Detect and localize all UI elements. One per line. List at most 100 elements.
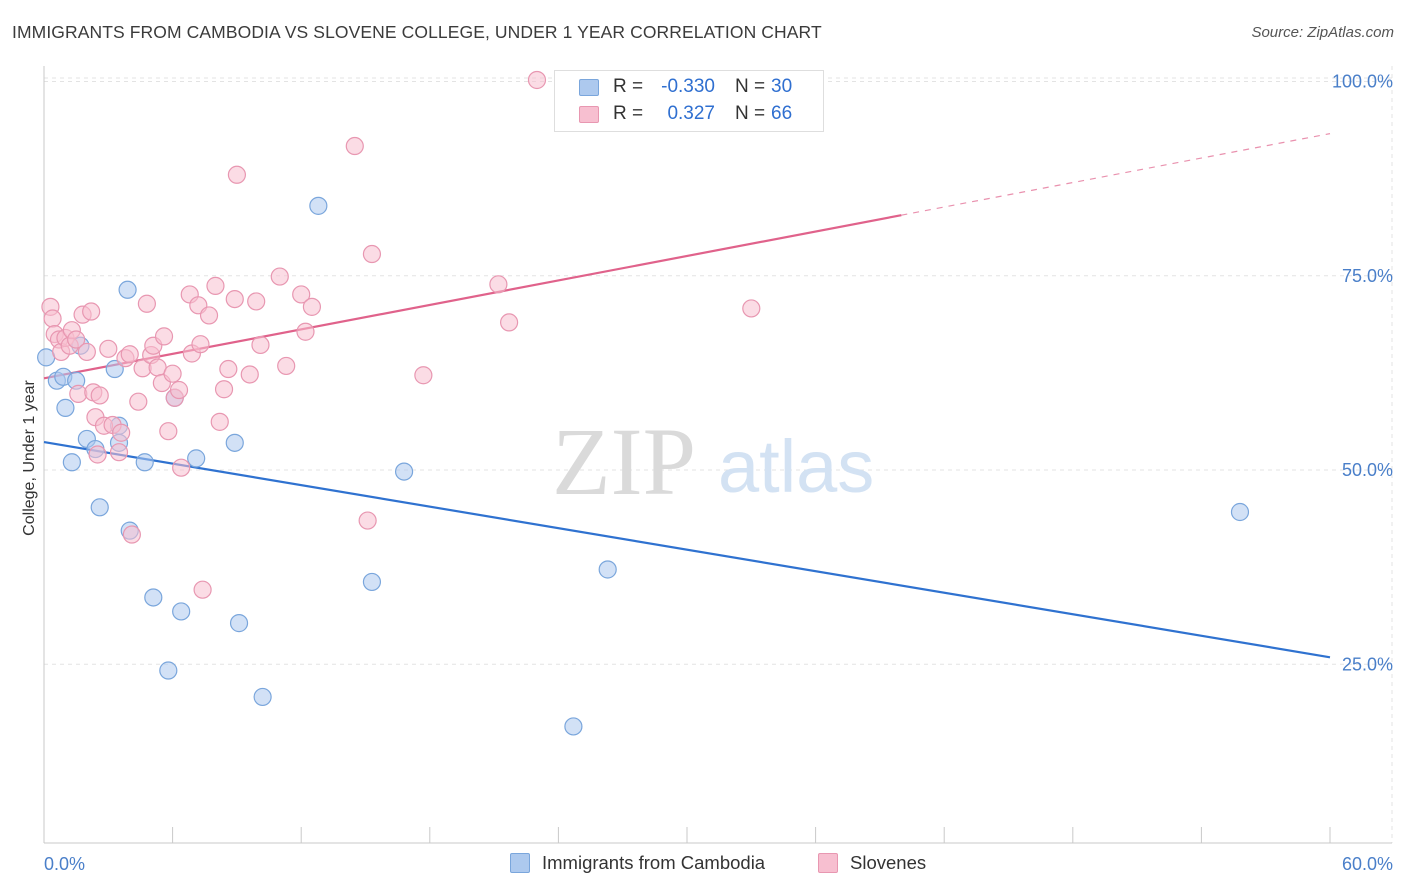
axes bbox=[43, 66, 1392, 844]
point-cambodia bbox=[229, 614, 249, 633]
legend-swatch-blue bbox=[510, 853, 530, 873]
legend-label-slovenes: Slovenes bbox=[850, 852, 927, 873]
legend-r-value: -0.330 bbox=[661, 76, 715, 97]
y-tick-label: 100.0% bbox=[1332, 72, 1393, 92]
correlation-legend: R = -0.330 N = 30 R = 0.327 N = 66 bbox=[554, 70, 824, 132]
point-cambodia bbox=[105, 359, 124, 379]
point-cambodia bbox=[1230, 502, 1250, 522]
point-slovenes bbox=[225, 290, 244, 309]
y-tick-label: 75.0% bbox=[1342, 266, 1393, 286]
point-slovenes bbox=[227, 165, 246, 184]
point-slovenes bbox=[67, 330, 86, 349]
point-slovenes bbox=[500, 313, 519, 332]
point-slovenes bbox=[172, 458, 191, 477]
point-slovenes bbox=[302, 297, 322, 316]
legend-n-value: 66 bbox=[771, 103, 793, 124]
trend-lines bbox=[43, 133, 1331, 659]
point-slovenes bbox=[120, 345, 139, 364]
tick-labels: 25.0% 50.0% 75.0% 100.0% 0.0% 60.0% bbox=[44, 72, 1393, 874]
point-cambodia bbox=[62, 453, 81, 472]
point-cambodia bbox=[90, 498, 109, 517]
point-slovenes bbox=[527, 70, 547, 90]
point-slovenes bbox=[169, 380, 189, 400]
chart-title: IMMIGRANTS FROM CAMBODIA VS SLOVENE COLL… bbox=[12, 22, 822, 42]
legend-row-slovenes: R = 0.327 N = 66 bbox=[555, 101, 792, 127]
point-slovenes bbox=[270, 267, 289, 286]
point-slovenes bbox=[219, 359, 238, 379]
legend-swatch-pink bbox=[579, 105, 599, 123]
y-tick-label: 50.0% bbox=[1342, 460, 1393, 480]
point-cambodia bbox=[56, 398, 75, 417]
point-slovenes bbox=[251, 335, 270, 355]
point-slovenes bbox=[154, 327, 174, 346]
point-slovenes bbox=[240, 365, 259, 384]
point-slovenes bbox=[358, 511, 377, 530]
point-slovenes bbox=[277, 356, 296, 376]
point-slovenes bbox=[362, 244, 382, 264]
point-cambodia bbox=[135, 453, 154, 472]
point-slovenes bbox=[489, 275, 508, 294]
legend-swatch-pink bbox=[818, 853, 838, 873]
point-cambodia bbox=[225, 433, 244, 452]
legend-item-slovenes[interactable]: Slovenes bbox=[818, 852, 926, 874]
x-tick-label: 60.0% bbox=[1342, 854, 1393, 874]
y-tick-label: 25.0% bbox=[1342, 654, 1393, 674]
y-axis-label: College, Under 1 year bbox=[21, 380, 38, 536]
series-legend: Immigrants from Cambodia Slovenes bbox=[0, 852, 1406, 878]
point-slovenes bbox=[109, 443, 129, 462]
data-points bbox=[37, 70, 1250, 736]
legend-swatch-blue bbox=[579, 78, 599, 96]
point-slovenes bbox=[193, 580, 212, 599]
watermark: ZIP atlas bbox=[552, 408, 874, 515]
trend-line-cambodia bbox=[43, 440, 1331, 659]
legend-label-cambodia: Immigrants from Cambodia bbox=[542, 852, 766, 873]
point-slovenes bbox=[99, 339, 118, 358]
point-slovenes bbox=[122, 525, 141, 544]
watermark-atlas: atlas bbox=[718, 425, 874, 508]
point-slovenes bbox=[82, 302, 101, 321]
legend-item-cambodia[interactable]: Immigrants from Cambodia bbox=[510, 852, 765, 874]
point-slovenes bbox=[90, 386, 109, 405]
point-slovenes bbox=[43, 309, 62, 328]
point-slovenes bbox=[137, 294, 156, 313]
point-slovenes bbox=[345, 136, 364, 156]
point-slovenes bbox=[112, 423, 131, 442]
point-cambodia bbox=[172, 602, 191, 621]
point-slovenes bbox=[88, 445, 107, 464]
point-cambodia bbox=[144, 588, 163, 607]
gridlines bbox=[44, 66, 1393, 843]
legend-r-label: R = bbox=[613, 103, 644, 124]
x-tick-label: 0.0% bbox=[44, 854, 85, 874]
legend-r-value: 0.327 bbox=[667, 103, 715, 124]
point-cambodia bbox=[362, 572, 382, 592]
legend-n-label: N = bbox=[735, 76, 766, 97]
trend-line-slovenes bbox=[43, 214, 902, 380]
point-cambodia bbox=[253, 687, 272, 707]
point-slovenes bbox=[742, 299, 761, 318]
point-slovenes bbox=[129, 392, 148, 411]
legend-r-label: R = bbox=[613, 76, 644, 97]
point-slovenes bbox=[199, 306, 219, 325]
point-slovenes bbox=[210, 412, 229, 431]
point-cambodia bbox=[394, 462, 414, 481]
trend-line-slovenes-extension bbox=[901, 133, 1331, 216]
point-slovenes bbox=[206, 276, 225, 295]
point-slovenes bbox=[69, 384, 88, 403]
point-slovenes bbox=[163, 364, 182, 383]
point-cambodia bbox=[159, 661, 178, 680]
point-cambodia bbox=[564, 717, 583, 736]
point-slovenes bbox=[292, 285, 311, 304]
point-slovenes bbox=[159, 422, 178, 441]
watermark-zip: ZIP bbox=[552, 408, 696, 515]
legend-n-label: N = bbox=[735, 103, 766, 124]
point-slovenes bbox=[414, 366, 433, 385]
point-cambodia bbox=[118, 280, 137, 299]
point-cambodia bbox=[309, 196, 328, 215]
point-slovenes bbox=[191, 335, 210, 354]
point-cambodia bbox=[187, 449, 206, 468]
source-label: Source: ZipAtlas.com bbox=[1251, 24, 1394, 41]
legend-n-value: 30 bbox=[771, 76, 793, 97]
point-cambodia bbox=[598, 560, 617, 579]
point-slovenes bbox=[296, 322, 315, 341]
